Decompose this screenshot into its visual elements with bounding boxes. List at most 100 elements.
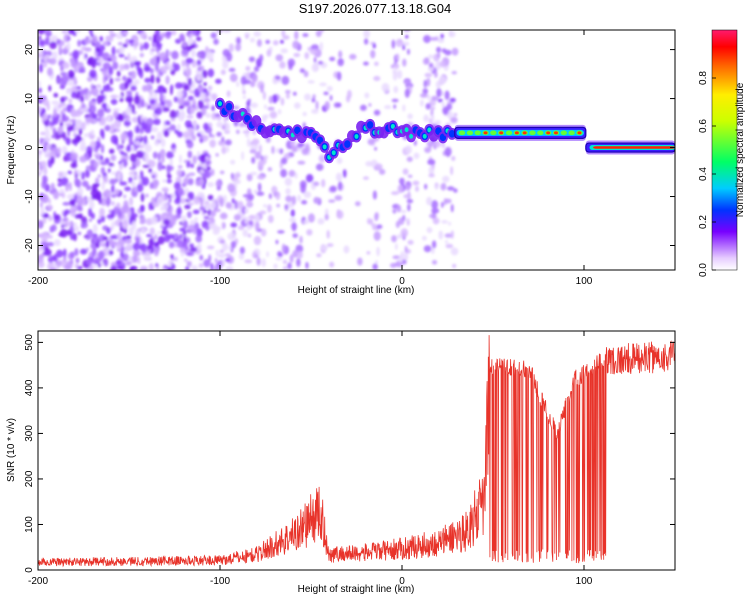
spectrogram-noise-blob bbox=[429, 213, 437, 219]
spectrogram-noise-blob bbox=[207, 85, 213, 91]
spectrogram-noise-blob bbox=[320, 245, 328, 251]
spectrogram-noise-blob bbox=[215, 78, 222, 84]
spectrogram-noise-blob bbox=[42, 144, 47, 153]
spectrogram-noise-blob bbox=[46, 143, 52, 150]
spectrogram-noise-blob bbox=[177, 123, 181, 131]
spectrogram-noise-blob bbox=[92, 87, 99, 97]
spectrogram-noise-blob bbox=[168, 241, 175, 249]
spectrogram-noise-blob bbox=[140, 114, 144, 123]
spectrogram-noise-blob bbox=[267, 167, 273, 172]
spectrogram-noise-blob bbox=[311, 108, 319, 114]
spectrogram-noise-blob bbox=[102, 75, 107, 85]
spectrogram-noise-blob bbox=[124, 155, 130, 160]
spectrogram-noise-blob bbox=[207, 194, 214, 201]
spectrogram-noise-blob bbox=[272, 40, 279, 46]
spectrogram-noise-blob bbox=[171, 30, 177, 36]
spectrogram-noise-blob bbox=[127, 78, 132, 84]
spectrogram-noise-blob bbox=[343, 245, 350, 254]
spectrogram-noise-blob bbox=[143, 42, 150, 50]
spectrogram-noise-blob bbox=[209, 132, 212, 138]
ridge-blob-core bbox=[409, 133, 414, 139]
spectrogram-noise-blob bbox=[396, 69, 403, 79]
spectrogram-noise-blob bbox=[272, 79, 278, 85]
spectrogram-noise-blob bbox=[192, 155, 197, 164]
spectrogram-noise-blob bbox=[60, 220, 66, 226]
spectrogram-noise-blob bbox=[133, 95, 141, 105]
spectrogram-noise-blob bbox=[249, 149, 257, 154]
spectrogram-noise-blob bbox=[133, 254, 137, 262]
colorbar-tick-label: 0.0 bbox=[698, 263, 709, 277]
spectrogram-noise-blob bbox=[237, 200, 244, 210]
spectrogram-noise-blob bbox=[300, 183, 307, 194]
spectrogram-noise-blob bbox=[428, 54, 433, 59]
spectrogram-noise-blob bbox=[167, 209, 173, 217]
spectrogram-noise-blob bbox=[427, 66, 434, 72]
colorbar-tick-label: 0.6 bbox=[698, 119, 709, 133]
spectrogram-noise-blob bbox=[240, 75, 247, 86]
spectrogram-noise-blob bbox=[402, 104, 406, 112]
spectrogram-noise-blob bbox=[163, 219, 171, 226]
spectrogram-noise-blob bbox=[109, 77, 114, 85]
spectrogram-noise-blob bbox=[182, 67, 188, 71]
spectrogram-noise-blob bbox=[118, 210, 123, 218]
spectrogram-noise-blob bbox=[395, 53, 400, 61]
spectrogram-noise-blob bbox=[406, 48, 410, 55]
spectrogram-noise-blob bbox=[263, 204, 268, 208]
spectrogram-noise-blob bbox=[282, 259, 288, 265]
spectrogram-noise-blob bbox=[192, 227, 197, 235]
spectrogram-noise-blob bbox=[452, 263, 457, 268]
spectrogram-noise-blob bbox=[100, 144, 105, 154]
spectrogram-noise-blob bbox=[58, 103, 63, 109]
spectrogram-noise-blob bbox=[296, 142, 303, 149]
spectrogram-noise-blob bbox=[167, 260, 173, 269]
spectrogram-noise-blob bbox=[429, 118, 433, 125]
spectrogram-noise-blob bbox=[439, 60, 447, 68]
spectrogram-noise-blob bbox=[79, 145, 87, 152]
ridge-band-peak bbox=[514, 131, 519, 135]
spectrogram-noise-blob bbox=[289, 254, 294, 263]
spectrogram-noise-blob bbox=[264, 104, 267, 110]
spectrogram-noise-blob bbox=[139, 44, 144, 51]
spectrogram-noise-blob bbox=[247, 199, 251, 208]
ridge-blob-core bbox=[390, 123, 395, 129]
ridge-blob-core bbox=[404, 127, 409, 133]
spectrogram-noise-blob bbox=[392, 255, 401, 260]
spectrogram-noise-blob bbox=[121, 206, 127, 214]
spectrogram-noise-blob bbox=[111, 221, 116, 229]
spectrogram-noise-blob bbox=[173, 63, 180, 72]
spectrogram-noise-blob bbox=[420, 99, 424, 107]
spectrogram-noise-blob bbox=[110, 94, 118, 99]
spectrogram-noise-blob bbox=[446, 103, 453, 111]
spectrogram-noise-blob bbox=[128, 176, 133, 184]
spectrogram-noise-blob bbox=[233, 172, 241, 178]
spectrogram-noise-blob bbox=[236, 81, 240, 88]
spectrogram-noise-blob bbox=[79, 95, 85, 103]
spectrogram-noise-blob bbox=[91, 235, 99, 243]
ridge-band-core bbox=[537, 130, 544, 136]
spectrogram-noise-blob bbox=[245, 133, 250, 138]
spectrogram-noise-blob bbox=[145, 117, 154, 127]
spectrogram-noise-blob bbox=[189, 219, 196, 226]
ridge-band-core bbox=[458, 130, 466, 136]
spectrogram-noise-blob bbox=[422, 88, 429, 95]
spectrogram-noise-blob bbox=[448, 30, 453, 38]
spectrogram-noise-blob bbox=[288, 169, 296, 177]
spectrogram-noise-blob bbox=[453, 188, 458, 193]
spectrogram-noise-blob bbox=[113, 110, 119, 119]
spectrogram-noise-blob bbox=[43, 141, 49, 146]
spectrogram-noise-blob bbox=[124, 238, 133, 244]
spectrogram-noise-blob bbox=[413, 152, 420, 160]
spectrogram-noise-blob bbox=[117, 41, 123, 46]
spectrogram-noise-blob bbox=[284, 89, 291, 94]
spectrogram-noise-blob bbox=[391, 98, 399, 103]
spectrogram-noise-blob bbox=[168, 197, 172, 203]
spectrogram-noise-blob bbox=[303, 191, 312, 199]
spectrogram-noise-blob bbox=[95, 84, 102, 88]
spectrogram-noise-blob bbox=[280, 168, 288, 178]
spectrogram-noise-blob bbox=[450, 203, 454, 213]
spectrogram-noise-blob bbox=[155, 34, 163, 42]
spectrogram-noise-blob bbox=[245, 34, 249, 39]
spectrogram-noise-blob bbox=[256, 39, 262, 47]
spectrogram-noise-blob bbox=[242, 95, 247, 99]
ridge-band-core bbox=[529, 130, 536, 136]
